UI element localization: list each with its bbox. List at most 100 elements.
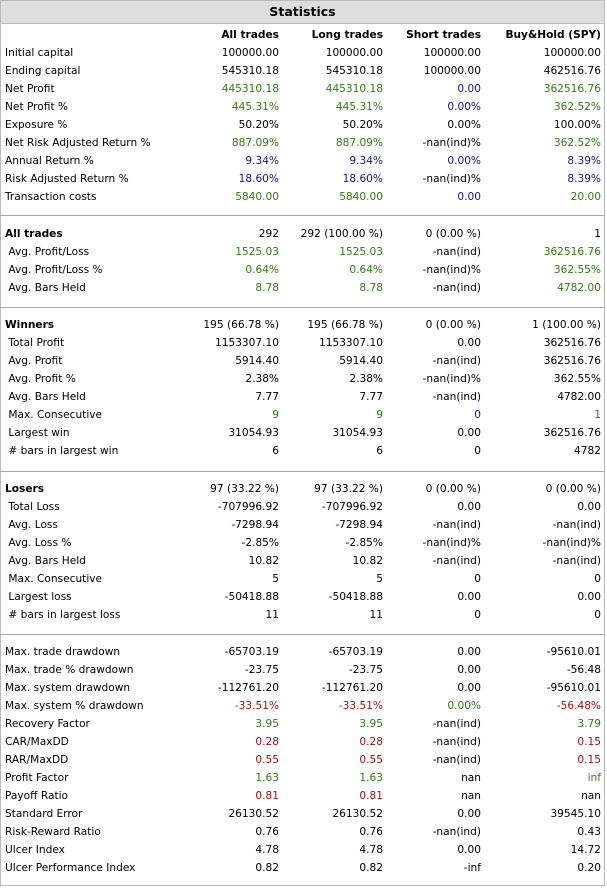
cell-buy-hold: 462516.76 (543, 65, 601, 77)
cell-all-trades: -707996.92 (217, 501, 279, 513)
cell-buy-hold: 1 (594, 228, 601, 240)
row-label: CAR/MaxDD (5, 736, 69, 748)
cell-short-trades: -nan(ind) (432, 826, 481, 838)
cell-long-trades: 545310.18 (325, 65, 383, 77)
cell-all-trades: -23.75 (244, 664, 279, 676)
row-label: Max. Consecutive (5, 573, 103, 585)
cell-buy-hold: 0.43 (577, 826, 601, 838)
table-row: Ending capital 545310.18 545310.18 100000.0… (0, 62, 607, 80)
cell-buy-hold: 0 (594, 573, 601, 585)
row-label: Avg. Profit (5, 355, 63, 367)
cell-all-trades: 4.78 (255, 844, 279, 856)
cell-all-trades: 26130.52 (228, 808, 279, 820)
cell-buy-hold: 0 (594, 609, 601, 621)
cell-all-trades: 11 (265, 609, 279, 621)
cell-long-trades: 10.82 (352, 555, 383, 567)
row-label: Payoff Ratio (5, 790, 69, 802)
cell-buy-hold: 362516.76 (543, 355, 601, 367)
section-divider (0, 471, 605, 472)
cell-long-trades: 1525.03 (339, 246, 383, 258)
cell-short-trades: 100000.00 (423, 65, 481, 77)
cell-buy-hold: 362516.76 (543, 427, 601, 439)
cell-all-trades: 97 (33.22 %) (210, 483, 279, 495)
cell-buy-hold: 0 (0.00 %) (545, 483, 601, 495)
cell-short-trades: nan (461, 772, 481, 784)
cell-all-trades: 0.28 (255, 736, 279, 748)
cell-long-trades: 0.82 (359, 862, 383, 874)
table-row: Risk-Reward Ratio 0.76 0.76 -nan(ind) 0.43 (0, 823, 607, 841)
cell-all-trades: 1525.03 (235, 246, 279, 258)
cell-long-trades: 11 (369, 609, 383, 621)
table-row: RAR/MaxDD 0.55 0.55 -nan(ind) 0.15 (0, 751, 607, 769)
cell-all-trades: -112761.20 (217, 682, 279, 694)
row-label: Avg. Bars Held (5, 555, 86, 567)
cell-all-trades: 5914.40 (235, 355, 279, 367)
cell-buy-hold: 362.55% (553, 264, 601, 276)
panel-title: Statistics (1, 1, 604, 24)
cell-short-trades: -nan(ind) (432, 282, 481, 294)
cell-buy-hold: 0.20 (577, 862, 601, 874)
row-label: Avg. Bars Held (5, 282, 86, 294)
table-row: Profit Factor 1.63 1.63 nan inf (0, 769, 607, 787)
cell-all-trades: 6 (272, 445, 279, 457)
cell-short-trades: 0.00 (457, 682, 481, 694)
row-label: Total Loss (5, 501, 60, 513)
cell-long-trades: -50418.88 (328, 591, 383, 603)
cell-short-trades: 0.00% (447, 101, 481, 113)
cell-long-trades: -707996.92 (321, 501, 383, 513)
cell-all-trades: 0.64% (245, 264, 279, 276)
cell-all-trades: 0.82 (255, 862, 279, 874)
cell-long-trades: 195 (66.78 %) (307, 319, 383, 331)
cell-buy-hold: 8.39% (567, 155, 601, 167)
cell-long-trades: -23.75 (348, 664, 383, 676)
cell-short-trades: 0.00 (457, 427, 481, 439)
cell-short-trades: 0.00% (447, 119, 481, 131)
row-label: Recovery Factor (5, 718, 90, 730)
table-row: Winners 195 (66.78 %) 195 (66.78 %) 0 (0.00… (0, 316, 607, 334)
row-label: RAR/MaxDD (5, 754, 69, 766)
table-row: Exposure % 50.20% 50.20% 0.00% 100.00% (0, 116, 607, 134)
row-label: Avg. Profit/Loss (5, 246, 90, 258)
cell-short-trades: 100000.00 (423, 47, 481, 59)
cell-short-trades: -nan(ind) (432, 519, 481, 531)
table-row: Avg. Bars Held 7.77 7.77 -nan(ind) 4782.00 (0, 388, 607, 406)
cell-all-trades: 292 (258, 228, 279, 240)
cell-buy-hold: 362516.76 (543, 83, 601, 95)
cell-short-trades: 0.00 (457, 664, 481, 676)
table-row: Ulcer Index 4.78 4.78 0.00 14.72 (0, 841, 607, 859)
cell-all-trades: 2.38% (245, 373, 279, 385)
cell-long-trades: 9.34% (349, 155, 383, 167)
table-row: CAR/MaxDD 0.28 0.28 -nan(ind) 0.15 (0, 733, 607, 751)
cell-short-trades: -nan(ind) (432, 754, 481, 766)
row-label: Avg. Profit % (5, 373, 76, 385)
row-label: Profit Factor (5, 772, 69, 784)
row-label: Annual Return % (5, 155, 94, 167)
cell-buy-hold: 0.15 (577, 736, 601, 748)
cell-long-trades: 100000.00 (325, 47, 383, 59)
cell-long-trades: 5840.00 (339, 191, 383, 203)
cell-short-trades: -nan(ind)% (422, 137, 481, 149)
cell-buy-hold: 4782.00 (557, 391, 601, 403)
row-label: Net Risk Adjusted Return % (5, 137, 151, 149)
row-label: Exposure % (5, 119, 68, 131)
cell-buy-hold: 4782.00 (557, 282, 601, 294)
table-row: Annual Return % 9.34% 9.34% 0.00% 8.39% (0, 152, 607, 170)
table-row: Total Loss -707996.92 -707996.92 0.00 0.00 (0, 498, 607, 516)
table-row: Avg. Bars Held 8.78 8.78 -nan(ind) 4782.00 (0, 279, 607, 297)
table-row: Avg. Profit/Loss 1525.03 1525.03 -nan(ind) 3… (0, 243, 607, 261)
cell-long-trades: 5 (376, 573, 383, 585)
cell-all-trades: -50418.88 (224, 591, 279, 603)
cell-all-trades: -2.85% (241, 537, 279, 549)
cell-all-trades: 7.77 (255, 391, 279, 403)
table-row: Largest win 31054.93 31054.93 0.00 362516.76 (0, 424, 607, 442)
cell-short-trades: 0.00 (457, 591, 481, 603)
table-row: Transaction costs 5840.00 5840.00 0.00 20.00 (0, 188, 607, 206)
row-label: Risk-Reward Ratio (5, 826, 101, 838)
cell-buy-hold: 362516.76 (543, 337, 601, 349)
table-row: Avg. Loss -7298.94 -7298.94 -nan(ind) -nan(i… (0, 516, 607, 534)
cell-all-trades: -7298.94 (231, 519, 279, 531)
cell-short-trades: 0.00 (457, 646, 481, 658)
table-row: Risk Adjusted Return % 18.60% 18.60% -nan(i… (0, 170, 607, 188)
row-label: Transaction costs (5, 191, 97, 203)
cell-short-trades: 0.00 (457, 808, 481, 820)
